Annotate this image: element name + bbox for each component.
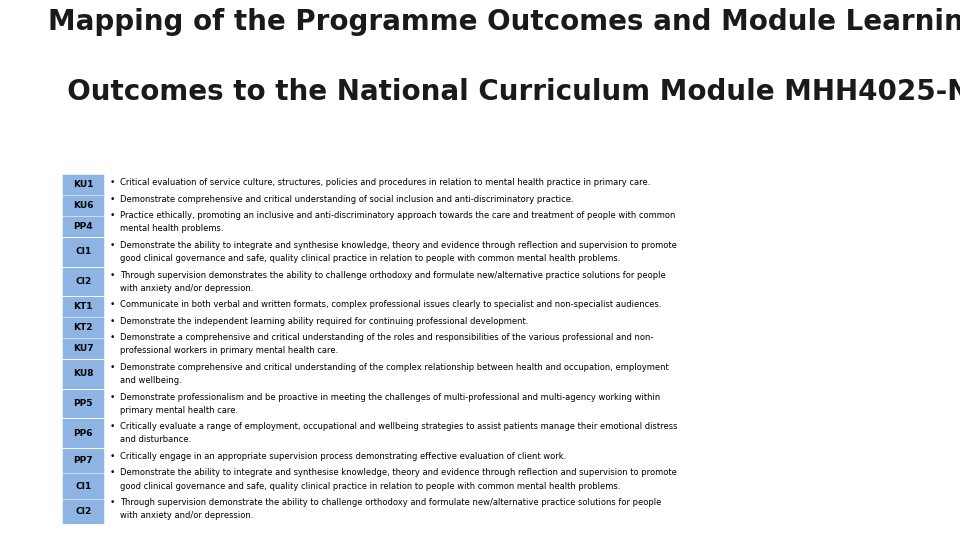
Text: •: • (109, 194, 115, 204)
Text: good clinical governance and safe, quality clinical practice in relation to peop: good clinical governance and safe, quali… (120, 254, 620, 263)
Text: •: • (109, 363, 115, 372)
Text: with anxiety and/or depression.: with anxiety and/or depression. (120, 511, 253, 521)
Bar (62, 296, 105, 359)
Text: •: • (109, 300, 115, 309)
Text: Demonstrate the independent learning ability required for continuing professiona: Demonstrate the independent learning abi… (120, 316, 528, 326)
Text: Demonstrate professionalism and be proactive in meeting the challenges of multi-: Demonstrate professionalism and be proac… (120, 393, 660, 402)
Text: •: • (109, 393, 115, 402)
Text: •: • (109, 468, 115, 477)
Text: with anxiety and/or depression.: with anxiety and/or depression. (120, 284, 253, 293)
Text: CI2: CI2 (75, 507, 91, 516)
Text: Outcomes to the National Curriculum Module MHH4025-N: Outcomes to the National Curriculum Modu… (48, 78, 960, 106)
Text: Through supervision demonstrates the ability to challenge orthodoxy and formulat: Through supervision demonstrates the abi… (120, 271, 666, 280)
Bar (62, 267, 105, 296)
Text: Mapping of the Programme Outcomes and Module Learning: Mapping of the Programme Outcomes and Mo… (48, 8, 960, 36)
Text: KT1: KT1 (74, 302, 93, 312)
Text: •: • (109, 498, 115, 507)
Text: primary mental health care.: primary mental health care. (120, 406, 238, 415)
Text: Critically engage in an appropriate supervision process demonstrating effective : Critically engage in an appropriate supe… (120, 452, 566, 461)
Bar (62, 359, 105, 389)
Text: KU8: KU8 (73, 369, 94, 379)
Text: Practice ethically, promoting an inclusive and anti-discriminatory approach towa: Practice ethically, promoting an inclusi… (120, 211, 676, 220)
Text: •: • (109, 333, 115, 342)
Text: professional workers in primary mental health care.: professional workers in primary mental h… (120, 346, 338, 355)
Text: •: • (109, 452, 115, 461)
Text: Critically evaluate a range of employment, occupational and wellbeing strategies: Critically evaluate a range of employmen… (120, 422, 678, 431)
Text: Demonstrate comprehensive and critical understanding of the complex relationship: Demonstrate comprehensive and critical u… (120, 363, 669, 372)
Text: PP7: PP7 (74, 456, 93, 465)
Bar (62, 237, 105, 267)
Text: Demonstrate comprehensive and critical understanding of social inclusion and ant: Demonstrate comprehensive and critical u… (120, 194, 574, 204)
Text: Demonstrate a comprehensive and critical understanding of the roles and responsi: Demonstrate a comprehensive and critical… (120, 333, 654, 342)
Text: •: • (109, 422, 115, 431)
Text: •: • (109, 316, 115, 326)
Text: good clinical governance and safe, quality clinical practice in relation to peop: good clinical governance and safe, quali… (120, 482, 620, 491)
Text: and wellbeing.: and wellbeing. (120, 376, 181, 385)
Text: Demonstrate the ability to integrate and synthesise knowledge, theory and eviden: Demonstrate the ability to integrate and… (120, 468, 677, 477)
Text: and disturbance.: and disturbance. (120, 435, 191, 444)
Text: PP4: PP4 (74, 222, 93, 231)
Bar (62, 418, 105, 448)
Text: CI1: CI1 (75, 247, 91, 256)
Text: CI1: CI1 (75, 482, 91, 491)
Text: Through supervision demonstrate the ability to challenge orthodoxy and formulate: Through supervision demonstrate the abil… (120, 498, 661, 507)
Text: •: • (109, 241, 115, 250)
Text: Demonstrate the ability to integrate and synthesise knowledge, theory and eviden: Demonstrate the ability to integrate and… (120, 241, 677, 250)
Text: Teesside Programme Outcomes: Teesside Programme Outcomes (69, 157, 254, 166)
Text: PP5: PP5 (74, 399, 93, 408)
Text: KU1: KU1 (73, 180, 94, 190)
Bar (62, 174, 105, 237)
Text: •: • (109, 271, 115, 280)
Text: KU7: KU7 (73, 344, 94, 353)
Text: Communicate in both verbal and written formats, complex professional issues clea: Communicate in both verbal and written f… (120, 300, 661, 309)
Text: Critical evaluation of service culture, structures, policies and procedures in r: Critical evaluation of service culture, … (120, 178, 651, 187)
Text: •: • (109, 211, 115, 220)
Text: mental health problems.: mental health problems. (120, 224, 224, 233)
Text: •: • (109, 178, 115, 187)
Bar (62, 448, 105, 524)
Text: KU6: KU6 (73, 201, 94, 210)
Text: KT2: KT2 (74, 323, 93, 332)
Bar (62, 389, 105, 419)
Text: CI2: CI2 (75, 277, 91, 286)
Text: PP6: PP6 (74, 429, 93, 438)
